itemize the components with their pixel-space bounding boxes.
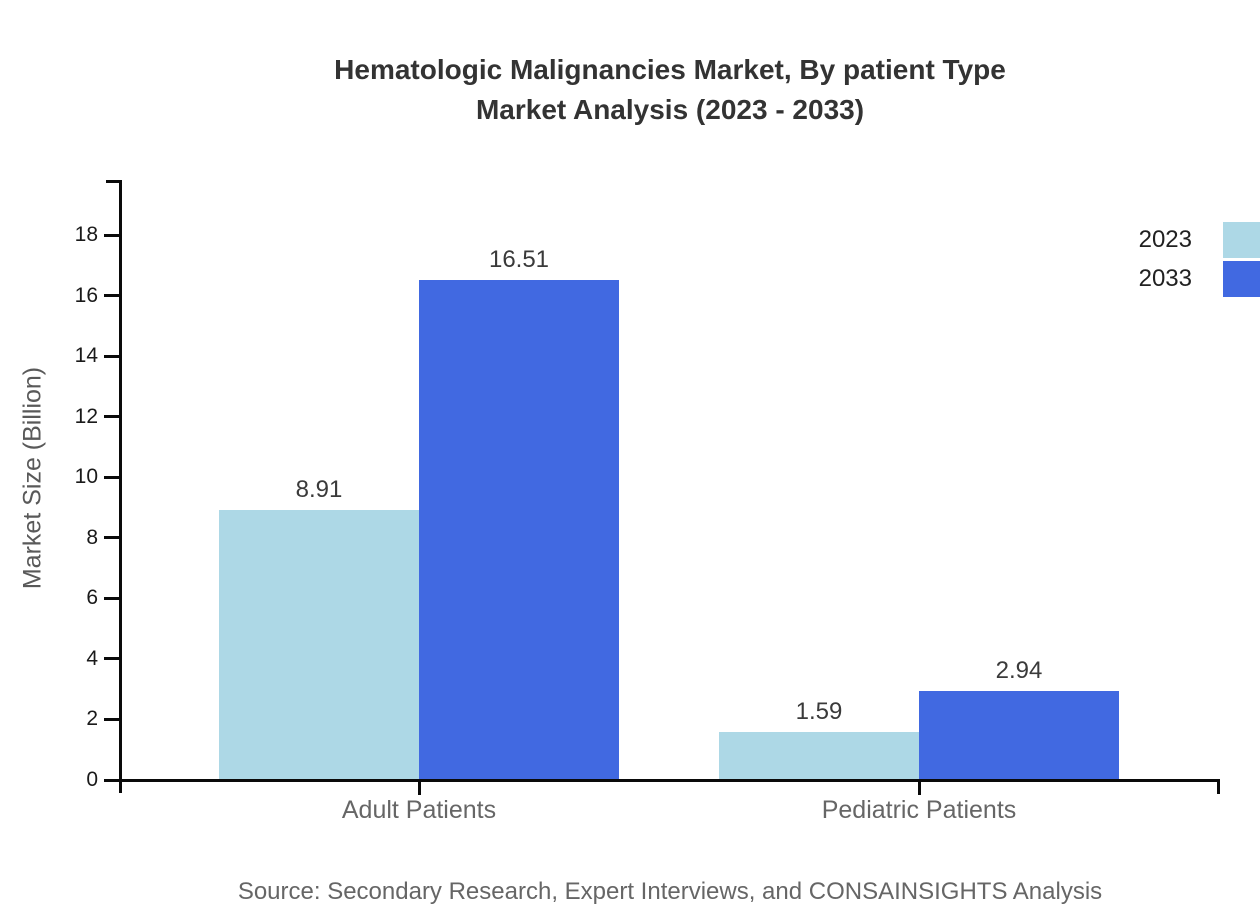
- y-tick: [104, 354, 120, 358]
- y-tick: [104, 657, 120, 661]
- y-tick-label: 18: [74, 223, 98, 247]
- y-tick: [104, 596, 120, 600]
- legend-swatch-2033: [1223, 261, 1260, 297]
- y-tick-label: 6: [86, 586, 98, 610]
- x-tick: [917, 782, 921, 795]
- y-tick-label: 16: [74, 283, 98, 307]
- bar-2033-adult-patients: [419, 280, 619, 780]
- y-tick-label: 12: [74, 404, 98, 428]
- y-tick: [104, 294, 120, 298]
- plot-area: 8.91 1.59 16.51 2.94 Adult Patients Pediatric…: [104, 180, 1220, 824]
- value-label: 1.59: [795, 697, 843, 725]
- y-tick: [104, 475, 120, 479]
- y-tick: [104, 233, 120, 237]
- legend-swatch-2023: [1223, 222, 1260, 258]
- chart-title-line1: Hematologic Malignancies Market, By pati…: [334, 54, 1006, 85]
- value-label: 2.94: [995, 657, 1043, 684]
- category-label-adult-patients: Adult Patients: [341, 796, 497, 824]
- legend-item-2023: 2023: [1139, 222, 1260, 258]
- y-tick-label: 8: [86, 525, 98, 549]
- y-tick-label: 0: [86, 768, 98, 791]
- value-label: 8.91: [295, 476, 343, 504]
- y-tick-label: 14: [74, 344, 98, 368]
- legend-label: 2033: [1138, 265, 1192, 292]
- chart-title: Hematologic Malignancies Market, By pati…: [120, 50, 1220, 130]
- x-tick: [417, 782, 421, 795]
- y-tick-label: 2: [86, 707, 98, 731]
- x-axis-end-cap: [1217, 779, 1220, 794]
- bar-2023-adult-patients: [219, 510, 419, 780]
- value-label: 16.51: [488, 246, 550, 274]
- y-axis-line: [119, 180, 122, 793]
- y-tick-label: 10: [74, 465, 98, 489]
- bar-2033-pediatric-patients: [919, 691, 1119, 780]
- legend-label: 2023: [1138, 226, 1192, 253]
- bar-2023-pediatric-patients: [719, 731, 919, 780]
- y-tick: [104, 717, 120, 721]
- y-tick-label: 4: [86, 646, 98, 670]
- category-label-pediatric-patients: Pediatric Patients: [821, 796, 1017, 824]
- y-axis-top-cap: [106, 180, 120, 183]
- legend: 2023 2033: [1139, 222, 1260, 300]
- source-note: Source: Secondary Research, Expert Inter…: [237, 878, 1103, 905]
- y-tick: [104, 536, 120, 540]
- x-axis-line: [106, 779, 1220, 782]
- chart-title-line2: Market Analysis (2023 - 2033): [475, 94, 865, 125]
- y-tick: [104, 415, 120, 419]
- legend-item-2033: 2033: [1139, 261, 1260, 297]
